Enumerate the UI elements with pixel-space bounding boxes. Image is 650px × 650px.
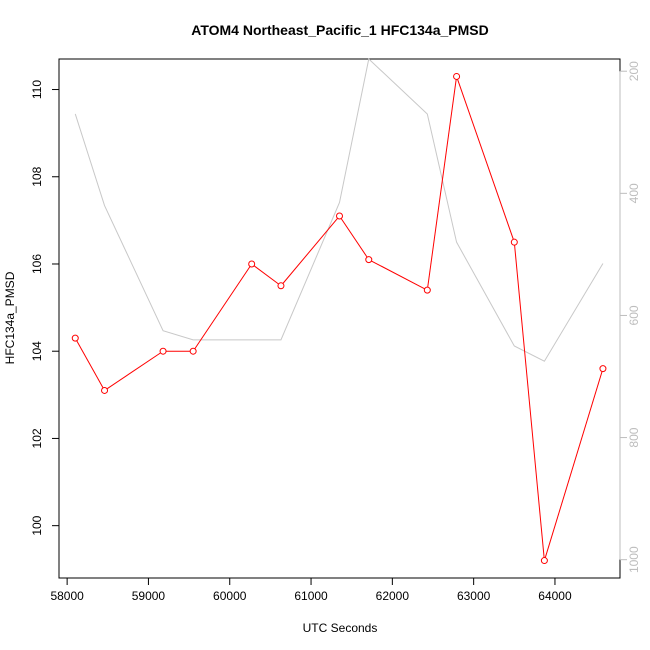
series-layer [71, 58, 607, 565]
series-primary-point [277, 282, 285, 290]
series-primary-point [248, 260, 256, 268]
y-tick-label: 104 [30, 341, 44, 361]
series-primary-segment [544, 371, 603, 558]
x-tick-label: 61000 [294, 589, 328, 603]
y-axis: 100 102 104 106 108 110 [30, 80, 60, 536]
x-tick-label: 60000 [213, 589, 247, 603]
series-primary-segment [514, 245, 545, 558]
y2-tick-label: 600 [627, 305, 641, 325]
series-primary-point [510, 238, 518, 246]
series-primary-segment [282, 217, 338, 284]
x-tick-label: 58000 [50, 589, 84, 603]
series-secondary-line [74, 58, 604, 362]
y2-tick-label: 1000 [627, 546, 641, 573]
y-tick-label: 102 [30, 428, 44, 448]
y2-tick-label: 200 [627, 61, 641, 81]
y-tick-label: 110 [30, 80, 44, 99]
x-tick-label: 64000 [538, 589, 572, 603]
series-primary-point [71, 334, 79, 342]
y-tick-label: 100 [30, 515, 44, 535]
series-primary-segment [371, 260, 425, 290]
series-primary-segment [194, 266, 251, 349]
series-primary-segment [76, 340, 104, 389]
series-primary-point [365, 256, 373, 264]
series-primary-point [599, 365, 607, 373]
y-tick-label: 106 [30, 254, 44, 274]
chart-title: ATOM4 Northeast_Pacific_1 HFC134a_PMSD [191, 22, 488, 38]
y2-tick-label: 400 [627, 183, 641, 203]
x-axis: 58000 59000 60000 61000 62000 63000 64000 [50, 577, 572, 603]
series-primary-segment [457, 79, 514, 240]
series-primary-point [453, 72, 461, 80]
y-axis-label: HFC134a_PMSD [3, 271, 17, 364]
y-tick-label: 108 [30, 166, 44, 186]
x-tick-label: 62000 [376, 589, 410, 603]
y2-axis: 200 400 600 800 1000 [619, 61, 641, 573]
y2-tick-label: 800 [627, 427, 641, 447]
series-primary-point [159, 347, 167, 355]
series-primary-point [189, 347, 197, 355]
series-primary-segment [340, 218, 368, 258]
series-primary-point [423, 286, 431, 294]
series-primary-segment [106, 352, 161, 390]
x-axis-label: UTC Seconds [303, 621, 378, 635]
series-primary-point [101, 386, 109, 394]
series-primary-point [540, 557, 548, 565]
x-tick-label: 63000 [457, 589, 491, 603]
series-primary-segment [253, 265, 279, 285]
series-primary-segment [427, 79, 457, 288]
series-primary-point [336, 212, 343, 220]
x-tick-label: 59000 [132, 589, 166, 603]
plot-frame [58, 58, 621, 579]
